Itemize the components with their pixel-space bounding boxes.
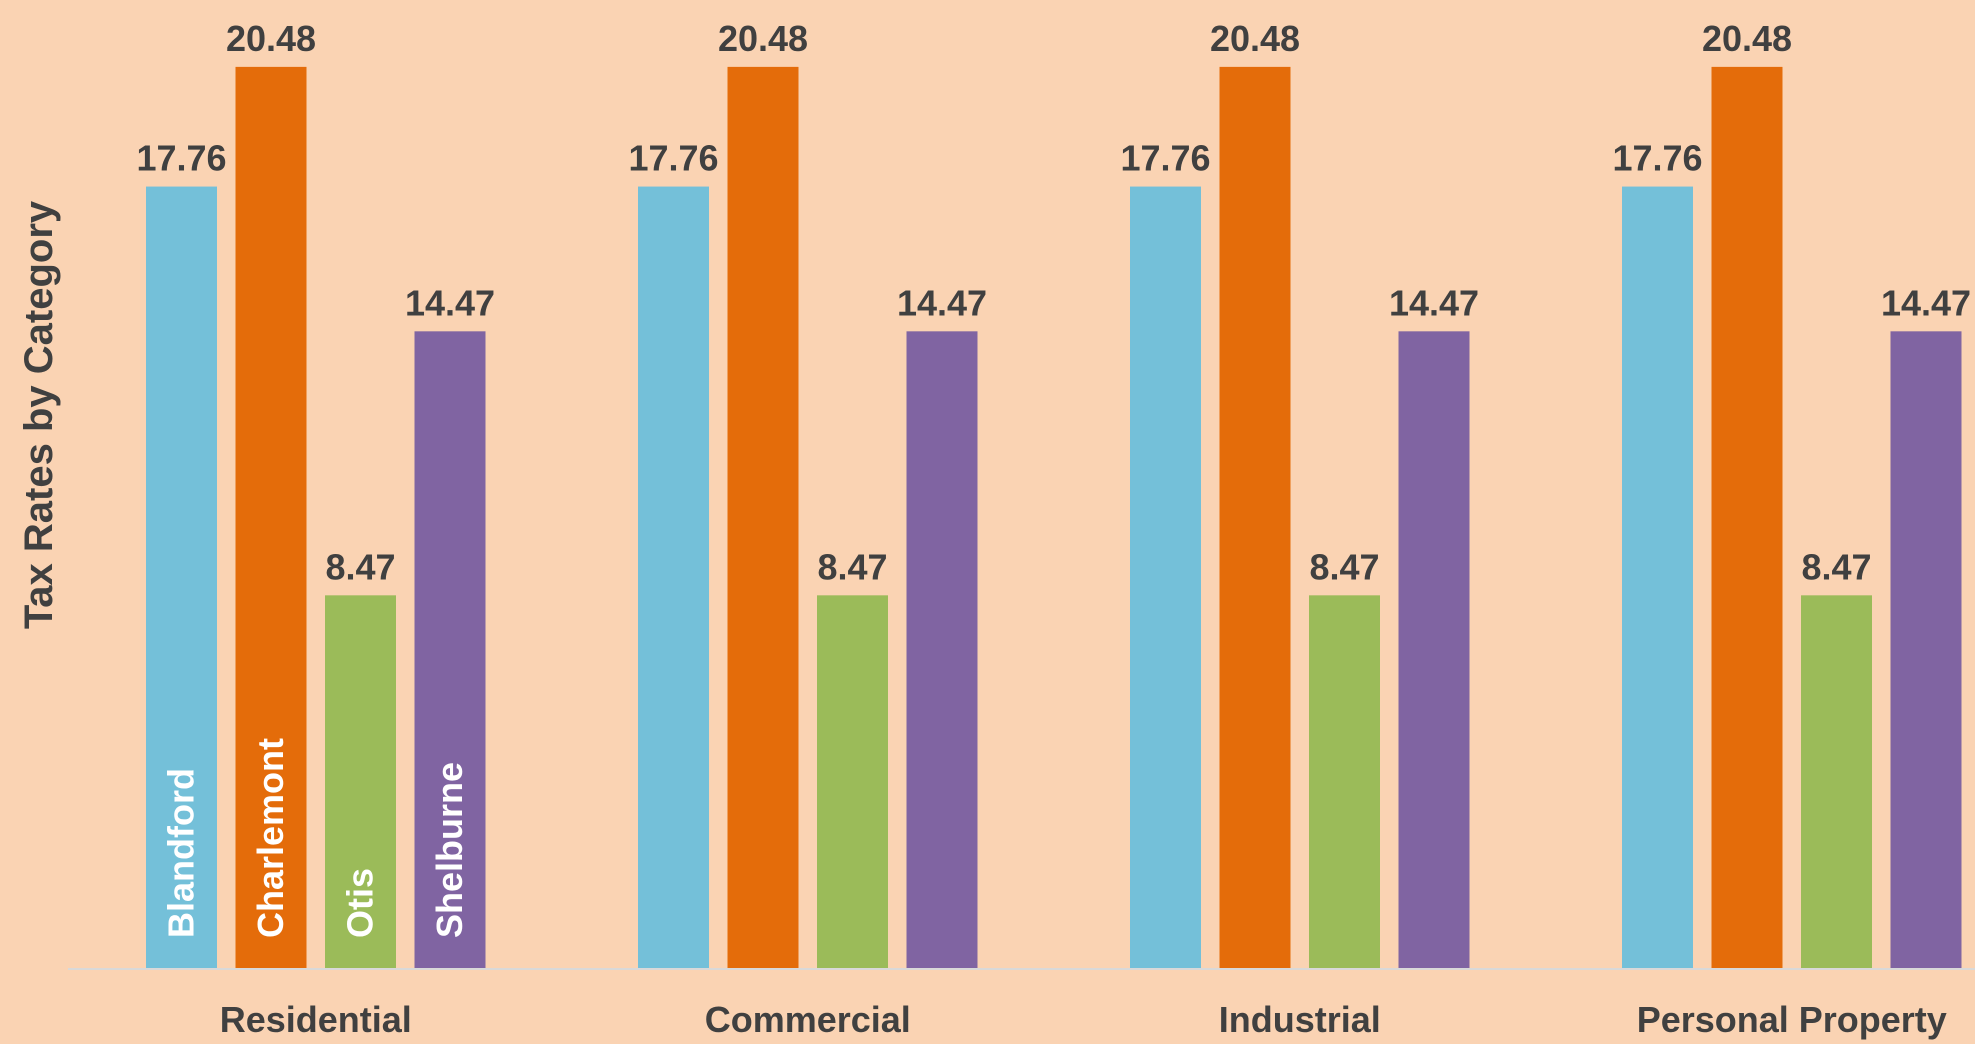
- data-label: 14.47: [897, 282, 987, 323]
- data-label: 20.48: [226, 18, 316, 59]
- data-label: 14.47: [1389, 282, 1479, 323]
- series-label-otis: Otis: [340, 868, 381, 938]
- data-label: 14.47: [1881, 282, 1971, 323]
- data-label: 8.47: [817, 546, 887, 587]
- series-label-charlemont: Charlemont: [250, 738, 291, 938]
- category-label: Personal Property: [1637, 999, 1947, 1040]
- data-label: 8.47: [325, 546, 395, 587]
- bar-otis-residential: [325, 595, 396, 968]
- category-label: Commercial: [705, 999, 911, 1040]
- category-label: Residential: [220, 999, 412, 1040]
- data-label: 17.76: [1612, 138, 1702, 179]
- bar-shelburne-personal-property: [1890, 331, 1962, 968]
- bar-charlemont-commercial: [727, 66, 799, 968]
- bar-charlemont-industrial: [1219, 66, 1291, 968]
- data-label: 17.76: [628, 138, 718, 179]
- series-label-blandford: Blandford: [161, 768, 202, 938]
- bar-charlemont-personal-property: [1711, 66, 1783, 968]
- data-label: 14.47: [405, 282, 495, 323]
- data-label: 8.47: [1801, 546, 1871, 587]
- bar-otis-personal-property: [1801, 595, 1872, 968]
- bar-blandford-residential: [146, 186, 217, 968]
- bar-charlemont-residential: [235, 66, 307, 968]
- data-label: 17.76: [136, 138, 226, 179]
- bar-otis-industrial: [1309, 595, 1380, 968]
- data-label: 20.48: [718, 18, 808, 59]
- data-label: 20.48: [1210, 18, 1300, 59]
- category-label: Industrial: [1219, 999, 1381, 1040]
- bar-shelburne-residential: [414, 331, 486, 968]
- y-axis-title: Tax Rates by Category: [17, 200, 61, 629]
- bar-shelburne-industrial: [1398, 331, 1470, 968]
- bar-blandford-industrial: [1130, 186, 1201, 968]
- bar-blandford-commercial: [638, 186, 709, 968]
- bar-blandford-personal-property: [1622, 186, 1693, 968]
- data-label: 8.47: [1309, 546, 1379, 587]
- bar-otis-commercial: [817, 595, 888, 968]
- series-label-shelburne: Shelburne: [429, 762, 470, 938]
- data-label: 17.76: [1120, 138, 1210, 179]
- data-label: 20.48: [1702, 18, 1792, 59]
- bar-shelburne-commercial: [906, 331, 978, 968]
